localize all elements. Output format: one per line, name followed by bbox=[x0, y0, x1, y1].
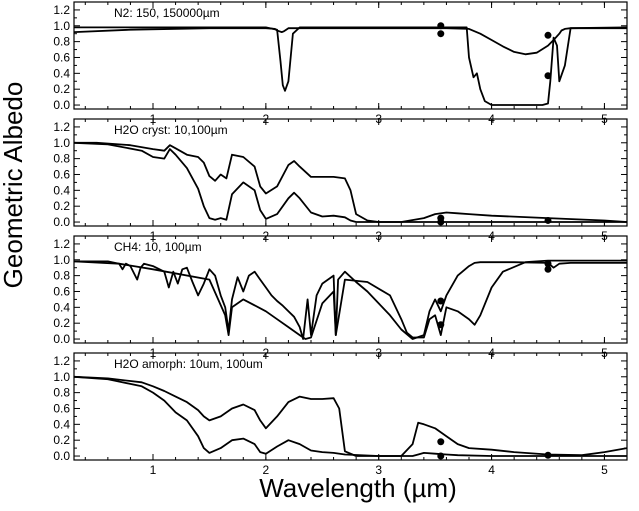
data-marker bbox=[544, 451, 552, 459]
series-line-1 bbox=[74, 375, 627, 457]
y-tick-label: 0.8 bbox=[53, 35, 70, 49]
x-tick-label: 5 bbox=[601, 463, 608, 477]
data-marker bbox=[437, 452, 445, 460]
y-tick-label: 0.2 bbox=[53, 199, 70, 213]
panels-group: 0.00.20.40.60.81.01.212345N2: 150, 15000… bbox=[53, 1, 628, 477]
panel-3: 0.00.20.40.60.81.01.212345CH4: 10, 100µm bbox=[53, 235, 628, 360]
y-tick-label: 0.4 bbox=[53, 300, 70, 314]
y-tick-label: 1.0 bbox=[53, 253, 70, 267]
x-axis-label: Wavelength (µm) bbox=[259, 473, 457, 503]
y-tick-label: 1.0 bbox=[53, 19, 70, 33]
y-tick-label: 1.0 bbox=[53, 370, 70, 384]
data-marker bbox=[437, 218, 445, 226]
y-tick-label: 0.8 bbox=[53, 386, 70, 400]
panel-label: H2O amorph: 10um, 100um bbox=[114, 357, 263, 371]
panel-frame bbox=[73, 118, 628, 227]
series-line-1 bbox=[74, 141, 627, 223]
data-marker bbox=[437, 438, 445, 446]
y-tick-label: 0.6 bbox=[53, 50, 70, 64]
data-marker bbox=[544, 72, 552, 80]
panel-label: N2: 150, 150000µm bbox=[114, 6, 220, 20]
y-axis-label: Geometric Albedo bbox=[0, 82, 28, 289]
series-line-2 bbox=[74, 375, 627, 457]
y-tick-label: 0.4 bbox=[53, 66, 70, 80]
series-line-1 bbox=[74, 260, 627, 340]
y-tick-label: 1.0 bbox=[53, 136, 70, 150]
series-line-1 bbox=[74, 27, 627, 56]
series-line-2 bbox=[74, 141, 627, 223]
y-tick-label: 1.2 bbox=[53, 237, 70, 251]
y-tick-label: 1.2 bbox=[53, 354, 70, 368]
y-tick-label: 0.0 bbox=[53, 332, 70, 346]
x-tick-label: 1 bbox=[150, 463, 157, 477]
y-tick-label: 0.8 bbox=[53, 152, 70, 166]
y-tick-label: 0.6 bbox=[53, 401, 70, 415]
data-marker bbox=[544, 216, 552, 224]
y-tick-label: 1.2 bbox=[53, 3, 70, 17]
data-marker bbox=[437, 297, 445, 305]
y-tick-label: 0.6 bbox=[53, 284, 70, 298]
panel-label: H2O cryst: 10,100µm bbox=[114, 123, 228, 137]
y-tick-label: 0.6 bbox=[53, 167, 70, 181]
data-marker bbox=[437, 30, 445, 38]
y-tick-label: 0.4 bbox=[53, 183, 70, 197]
panel-frame bbox=[73, 1, 628, 110]
y-tick-label: 0.4 bbox=[53, 417, 70, 431]
series-line-2 bbox=[74, 259, 627, 340]
data-marker bbox=[544, 265, 552, 273]
data-marker bbox=[437, 321, 445, 329]
y-tick-label: 1.2 bbox=[53, 120, 70, 134]
data-marker bbox=[544, 31, 552, 39]
x-tick-label: 3 bbox=[375, 463, 382, 477]
panel-label: CH4: 10, 100µm bbox=[114, 240, 202, 254]
y-tick-label: 0.0 bbox=[53, 449, 70, 463]
series-line-2 bbox=[74, 26, 627, 106]
y-tick-label: 0.2 bbox=[53, 316, 70, 330]
panel-frame bbox=[73, 352, 628, 461]
y-tick-label: 0.2 bbox=[53, 433, 70, 447]
y-tick-label: 0.8 bbox=[53, 269, 70, 283]
y-tick-label: 0.0 bbox=[53, 98, 70, 112]
panel-frame bbox=[73, 235, 628, 344]
x-tick-label: 2 bbox=[263, 463, 270, 477]
x-tick-label: 4 bbox=[488, 463, 495, 477]
panel-1: 0.00.20.40.60.81.01.212345N2: 150, 15000… bbox=[53, 1, 628, 126]
y-tick-label: 0.0 bbox=[53, 215, 70, 229]
y-tick-label: 0.2 bbox=[53, 82, 70, 96]
data-marker bbox=[544, 260, 552, 268]
data-marker bbox=[437, 22, 445, 30]
panel-4: 0.0 0.2 0.4 0.60.8 1.0 1.2 1 2 3 4 5 H2O amorph: 10… bbox=[53, 352, 628, 477]
